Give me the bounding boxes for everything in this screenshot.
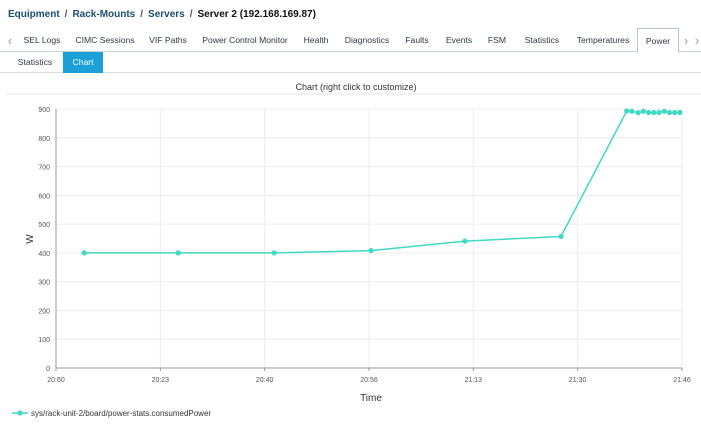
- y-tick-label: 400: [38, 251, 50, 258]
- legend-swatch-marker: [17, 410, 23, 416]
- y-tick-label: 0: [46, 366, 50, 373]
- tab-vif-paths[interactable]: VIF Paths: [149, 35, 187, 45]
- power-chart-svg: Chart (right click to customize) 0 100 200…: [6, 82, 701, 418]
- data-point[interactable]: [81, 250, 87, 256]
- y-axis-label: W: [25, 234, 36, 244]
- chevron-right-icon[interactable]: ›: [694, 32, 700, 48]
- x-tick-label: 21:46: [673, 377, 691, 384]
- breadcrumb-separator: /: [189, 8, 193, 20]
- chart-title: Chart (right click to customize): [295, 82, 416, 92]
- data-point[interactable]: [629, 108, 635, 114]
- chevron-right-icon[interactable]: ›: [683, 32, 689, 48]
- data-point[interactable]: [635, 110, 641, 116]
- y-tick-label: 700: [38, 165, 50, 172]
- tab-faults[interactable]: Faults: [405, 35, 429, 45]
- tab-power[interactable]: Power: [637, 28, 679, 53]
- breadcrumb-separator: /: [64, 8, 68, 20]
- chevron-left-icon[interactable]: ‹: [7, 32, 13, 48]
- subtab-statistics[interactable]: Statistics: [17, 57, 53, 67]
- data-point[interactable]: [677, 109, 683, 116]
- tab-fsm[interactable]: FSM: [487, 35, 507, 45]
- legend-entry[interactable]: sys/rack-unit-2/board/power-stats.consum…: [31, 409, 211, 418]
- power-chart[interactable]: Chart (right click to customize) 0 100 200…: [0, 74, 701, 425]
- y-tick-label: 100: [38, 337, 50, 344]
- breadcrumb-separator: /: [140, 8, 144, 20]
- data-point[interactable]: [175, 250, 181, 256]
- subtab-chart[interactable]: Chart: [63, 52, 103, 73]
- x-axis-label: Time: [360, 393, 382, 404]
- breadcrumb-item-equipment[interactable]: Equipment: [8, 8, 60, 20]
- y-tick-label: 300: [38, 280, 50, 287]
- y-tick-label: 800: [38, 136, 50, 143]
- tab-health[interactable]: Health: [303, 35, 329, 45]
- breadcrumb-item-servers[interactable]: Servers: [148, 8, 185, 20]
- x-tick-label: 20:40: [256, 377, 274, 384]
- data-point[interactable]: [651, 109, 657, 116]
- data-point[interactable]: [271, 250, 277, 256]
- breadcrumb: Equipment / Rack-Mounts / Servers / Serv…: [8, 6, 316, 22]
- x-tick-label: 21:13: [465, 377, 483, 384]
- tab-temperatures[interactable]: Temperatures: [576, 35, 630, 45]
- data-point[interactable]: [656, 109, 662, 116]
- tab-statistics[interactable]: Statistics: [524, 35, 560, 45]
- tab-diagnostics[interactable]: Diagnostics: [344, 35, 390, 45]
- x-tick-label: 21:30: [569, 377, 587, 384]
- data-point[interactable]: [672, 109, 678, 116]
- tab-cimc-sessions[interactable]: CIMC Sessions: [75, 35, 135, 45]
- data-point[interactable]: [666, 109, 673, 116]
- breadcrumb-current: Server 2 (192.168.169.87): [197, 8, 316, 20]
- tab-events[interactable]: Events: [445, 35, 473, 45]
- legend: sys/rack-unit-2/board/power-stats.consum…: [12, 409, 211, 418]
- series-line: [84, 110, 680, 254]
- tab-sel-logs[interactable]: SEL Logs: [23, 35, 61, 45]
- x-tick-label: 20:23: [152, 377, 170, 384]
- data-point[interactable]: [661, 108, 667, 114]
- data-point[interactable]: [368, 248, 374, 254]
- y-tick-label: 900: [38, 107, 50, 114]
- data-point[interactable]: [462, 238, 468, 244]
- y-tick-label: 600: [38, 193, 50, 200]
- tab-bar: ‹ SEL Logs CIMC Sessions VIF Paths Power…: [0, 28, 701, 53]
- sub-tab-bar: Statistics Chart: [0, 52, 701, 73]
- y-tick-label: 500: [38, 222, 50, 229]
- y-tick-label: 200: [38, 308, 50, 315]
- tab-power-control-monitor[interactable]: Power Control Monitor: [202, 35, 288, 45]
- data-point[interactable]: [624, 108, 630, 114]
- x-tick-label: 20:60: [47, 377, 65, 384]
- data-point[interactable]: [646, 109, 652, 116]
- data-point[interactable]: [640, 108, 647, 114]
- data-point[interactable]: [558, 233, 564, 240]
- x-tick-label: 20:56: [360, 377, 378, 384]
- breadcrumb-item-rack-mounts[interactable]: Rack-Mounts: [72, 8, 136, 20]
